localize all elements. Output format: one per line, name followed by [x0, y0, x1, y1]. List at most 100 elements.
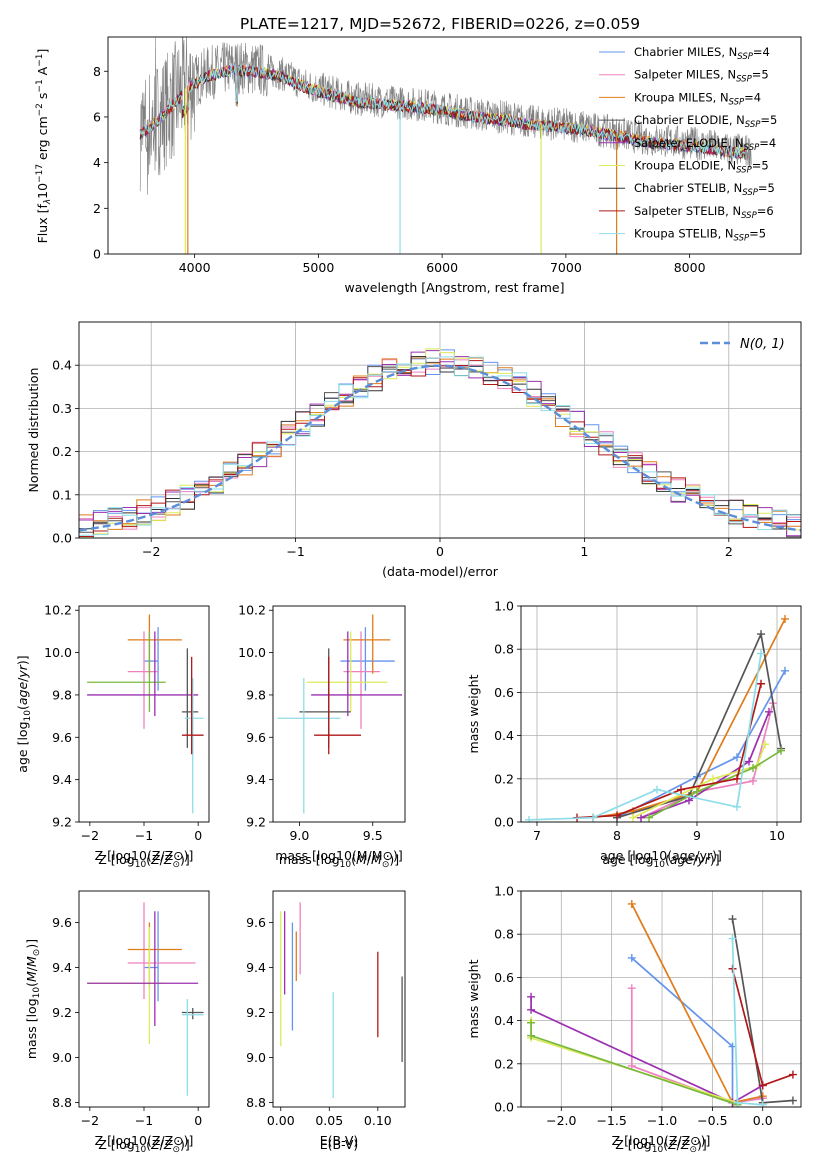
x-axis-label: E(B-V) [320, 1137, 359, 1152]
x-axis-label-part: 10 [135, 860, 147, 870]
weight-marker [527, 1031, 536, 1040]
y-tick-label: 0.4 [494, 728, 514, 743]
legend-label: Kroupa ELODIE, NSSP=5 [634, 159, 769, 176]
y-tick-label: 9.2 [52, 815, 72, 830]
weight-marker [781, 666, 789, 675]
weight-marker [627, 984, 636, 993]
x-axis-label-part: ⊙ [689, 1145, 697, 1155]
panel-weight_vs_Z: −2.0 −1.5 −1.0 −0.5 0.0 0.0 0.2 0.4 0.6 0.8 1.0 Z [… [466, 884, 802, 1155]
panel-mass_vs_Z: −2 −1 08.89.09.29.49.6Z [log10(Z/Z⊙)]Z [lo… [24, 890, 210, 1155]
y-tick-label: 8.8 [52, 1095, 72, 1110]
x-tick-label: 7000 [550, 260, 582, 275]
weight-marker [733, 774, 741, 783]
x-axis-label-part: )] [389, 852, 399, 867]
x-axis-label: Z [log10(Z/Z⊙)] [612, 1133, 711, 1148]
y-tick-label: 9.0 [52, 1050, 72, 1065]
weight-marker [527, 1005, 536, 1014]
y-tick-label: 9.2 [246, 1005, 266, 1020]
weight-marker [758, 1081, 767, 1090]
x-axis-label-part: ( [146, 1137, 151, 1152]
x-axis-label: Z [log10(Z/Z⊙)] [95, 848, 194, 863]
y-axis-label-part: / [15, 677, 30, 682]
x-axis-label-part: age [670, 852, 694, 867]
error-bar-point [343, 631, 381, 729]
y-tick-label: 9.4 [52, 772, 72, 787]
weight-marker [733, 1098, 742, 1107]
legend-label: N(0, 1) [740, 337, 785, 352]
error-bar-point [87, 927, 166, 1044]
y-tick-label: 0.0 [494, 1100, 514, 1115]
y-axis-label-part: 10 [23, 710, 33, 722]
x-tick-label: 0.00 [267, 1113, 295, 1128]
y-tick-label: 8.8 [246, 1095, 266, 1110]
y-tick-label: 9.2 [52, 1005, 72, 1020]
x-tick-label: 6000 [426, 260, 458, 275]
error-bar-point [299, 648, 351, 748]
y-tick-label: 0.6 [494, 970, 514, 985]
x-axis-label-part: ( [665, 852, 670, 867]
x-axis-label-part: 10 [654, 860, 666, 870]
legend-label-sub: SSP [745, 120, 761, 130]
legend-label-text: Chabrier MILES, N [634, 45, 737, 59]
x-tick-label: −1.0 [647, 1113, 677, 1128]
axes-frame [272, 890, 406, 1108]
error-bar-point [277, 678, 341, 814]
y-axis-label-part: / [24, 966, 39, 971]
y-label-part: −1 [35, 54, 45, 67]
x-axis-label-part: ⊙ [172, 860, 180, 870]
x-axis-label: mass [log10(M/M⊙)] [279, 852, 399, 870]
weight-line-1 [630, 988, 763, 1104]
weight-marker [757, 679, 765, 688]
panel-age_vs_Z: −2 −1 09.29.49.69.810.010.2Z [log10(Z/Z⊙)]… [15, 603, 210, 870]
y-tick-label: 0.4 [494, 1013, 514, 1028]
x-tick-label: 0.10 [364, 1113, 392, 1128]
x-axis-label-part: / [367, 852, 372, 867]
panel-residuals: −2 −1 0 1 2 0.0 0.1 0.2 0.3 0.4 (data-model)/error… [26, 321, 802, 579]
x-axis-label: E(B-V) [320, 1133, 359, 1148]
y-tick-label: 0.6 [494, 685, 514, 700]
weight-line-5 [632, 743, 766, 819]
y-tick-label: 0.8 [494, 642, 514, 657]
weight-marker [693, 787, 701, 796]
y-tick-label: 9.2 [246, 815, 266, 830]
error-bar-point [87, 631, 199, 717]
legend-label-text: Salpeter ELODIE, N [634, 136, 744, 150]
y-axis-label-part: ( [15, 705, 30, 710]
y-axis-label-part: )] [15, 655, 30, 665]
y-tick-label: 9.0 [246, 1050, 266, 1065]
x-axis-label: age [log10(age/yr)] [600, 848, 722, 863]
legend-label-suffix: =4 [744, 90, 761, 104]
legend-label-sub: SSP [734, 234, 750, 244]
x-tick-label: 0.05 [315, 1113, 343, 1128]
weight-marker [637, 813, 645, 822]
x-axis-label-part: / [693, 852, 698, 867]
x-axis-label-part: Z [163, 852, 173, 867]
y-label-part: λ [43, 199, 53, 205]
x-axis-label-part: Z [667, 1137, 677, 1152]
x-axis-label-part: )] [697, 1137, 707, 1152]
y-tick-label: 10.0 [44, 645, 72, 660]
residual-histogram-6 [79, 356, 801, 530]
y-axis-label-part: ⊙ [32, 949, 42, 957]
x-tick-label: 0 [194, 828, 202, 843]
weight-marker [781, 614, 789, 623]
y-tick-label: 0.3 [52, 401, 72, 416]
error-bar-point [181, 999, 204, 1096]
y-label-part: 10 [35, 183, 50, 199]
legend-label: Chabrier ELODIE, NSSP=5 [634, 113, 777, 130]
x-axis-label: wavelength [Angstrom, rest frame] [344, 280, 564, 295]
weight-marker [527, 1018, 536, 1027]
weight-marker [788, 1070, 797, 1079]
y-tick-label: 0.2 [494, 771, 514, 786]
plot-area [527, 899, 797, 1107]
legend-label: Kroupa STELIB, NSSP=5 [634, 227, 766, 244]
legend-label-suffix: =5 [752, 68, 769, 82]
x-tick-label: 8000 [674, 260, 706, 275]
x-axis-label: Z [log10(Z/Z⊙)] [98, 1137, 190, 1155]
x-axis-label-part: mass [log [279, 852, 340, 867]
x-axis-label-part: / [677, 1137, 682, 1152]
y-label-part: Flux [f [35, 204, 50, 244]
legend-label-text: Salpeter STELIB, N [634, 204, 741, 218]
observed-spectrum [139, 37, 752, 195]
weight-marker [777, 746, 785, 755]
